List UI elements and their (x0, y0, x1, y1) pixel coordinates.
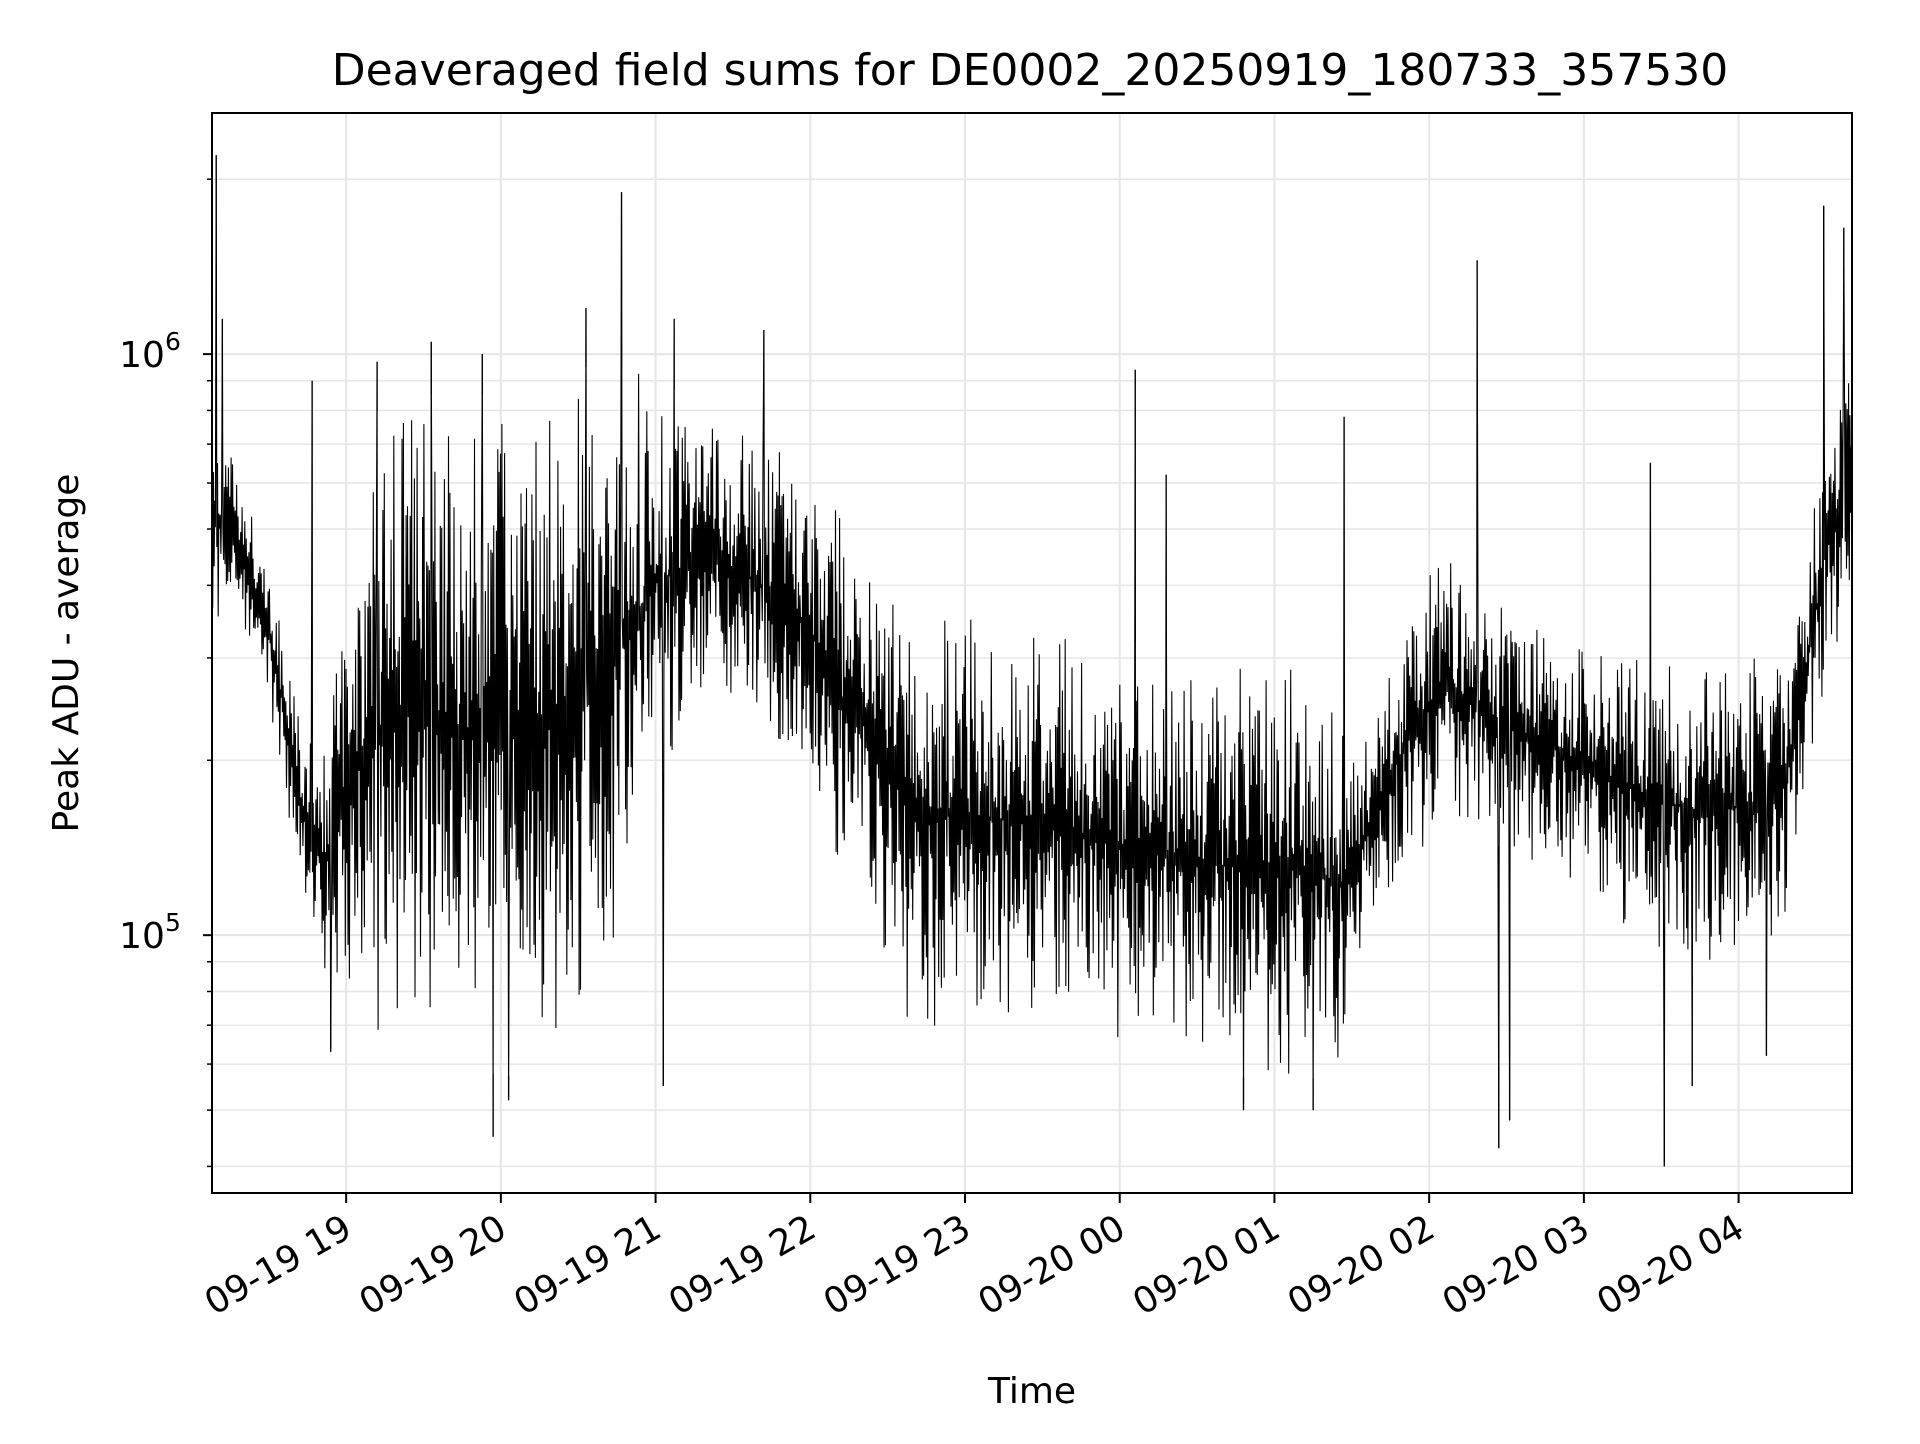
plot-frame (211, 112, 1853, 1194)
y-axis-label: Peak ADU - average (46, 474, 87, 833)
chart-title: Deaveraged field sums for DE0002_2025091… (332, 45, 1729, 96)
y-tick-label-base: 10 (119, 916, 165, 957)
y-tick-label-exponent: 5 (165, 908, 181, 937)
y-tick-label: 106 (119, 327, 181, 376)
series-line (212, 155, 1852, 1167)
y-tick-label-base: 10 (119, 335, 165, 376)
x-axis-label: Time (987, 1371, 1076, 1412)
data-layer (212, 155, 1852, 1167)
y-tick-label-exponent: 6 (165, 327, 181, 356)
y-tick-label: 105 (119, 908, 181, 957)
